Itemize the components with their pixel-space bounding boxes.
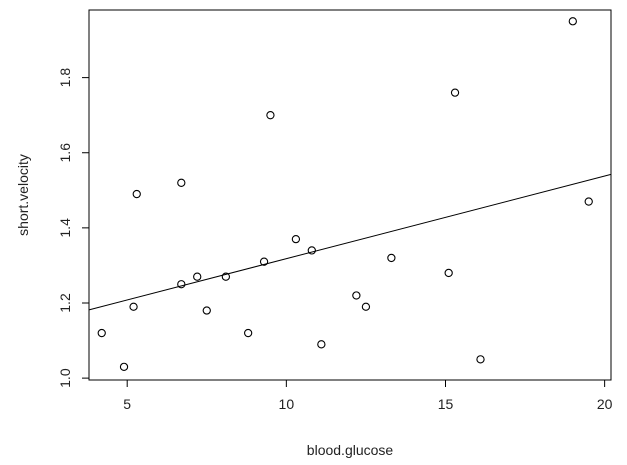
data-point — [291, 234, 301, 244]
data-point — [97, 328, 106, 338]
y-tick-label: 1.6 — [57, 143, 73, 163]
data-point — [259, 257, 269, 266]
y-axis: 1.0 1.2 1.4 1.6 1.8 — [57, 68, 89, 388]
data-point — [177, 280, 186, 289]
x-tick-label: 20 — [597, 396, 613, 412]
x-tick-label: 15 — [438, 396, 454, 412]
y-axis-label: short.velocity — [15, 154, 31, 236]
data-point — [307, 246, 316, 255]
data-point — [450, 88, 460, 97]
x-axis-label: blood.glucose — [307, 442, 394, 458]
x-tick-label: 5 — [123, 396, 131, 412]
data-point — [317, 340, 326, 349]
regression-line — [88, 173, 612, 311]
data-point — [119, 362, 129, 372]
data-point — [568, 17, 577, 26]
data-point — [202, 306, 211, 315]
data-point — [361, 302, 371, 311]
data-point — [129, 302, 138, 311]
data-point — [221, 272, 231, 281]
y-tick-label: 1.0 — [57, 368, 73, 388]
data-point — [584, 197, 593, 206]
x-axis: 5 10 15 20 — [123, 380, 613, 412]
data-point — [177, 178, 186, 187]
data-point — [243, 328, 253, 338]
data-point — [444, 268, 453, 278]
data-point — [132, 189, 141, 199]
y-tick-label: 1.8 — [57, 68, 73, 88]
y-tick-label: 1.2 — [57, 293, 73, 313]
data-point — [266, 111, 275, 120]
data-point — [352, 291, 361, 300]
y-tick-label: 1.4 — [57, 218, 73, 238]
regression-line-group — [88, 173, 612, 311]
data-points — [97, 17, 593, 372]
data-point — [476, 355, 485, 364]
data-point — [387, 253, 396, 263]
data-point — [193, 272, 202, 281]
plot-frame — [88, 9, 612, 381]
x-tick-label: 10 — [279, 396, 295, 412]
